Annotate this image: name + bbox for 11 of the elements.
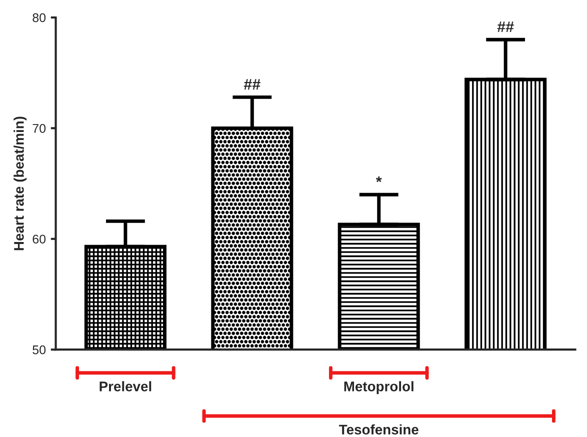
text: Prelevel [100,381,152,392]
annotation: ## [497,22,514,32]
text: Tesofensine [339,424,418,435]
y-tick-label: 80 [32,13,46,22]
y-tick-label: 70 [32,124,46,133]
annotation: ## [244,79,260,90]
y-axis-title: Heart rate (beat/min) [14,116,27,250]
annotation: * [376,176,382,182]
y-tick-label: 60 [32,234,46,244]
y-tick-label: 50 [32,345,46,354]
text: Metoprolol [344,381,414,394]
